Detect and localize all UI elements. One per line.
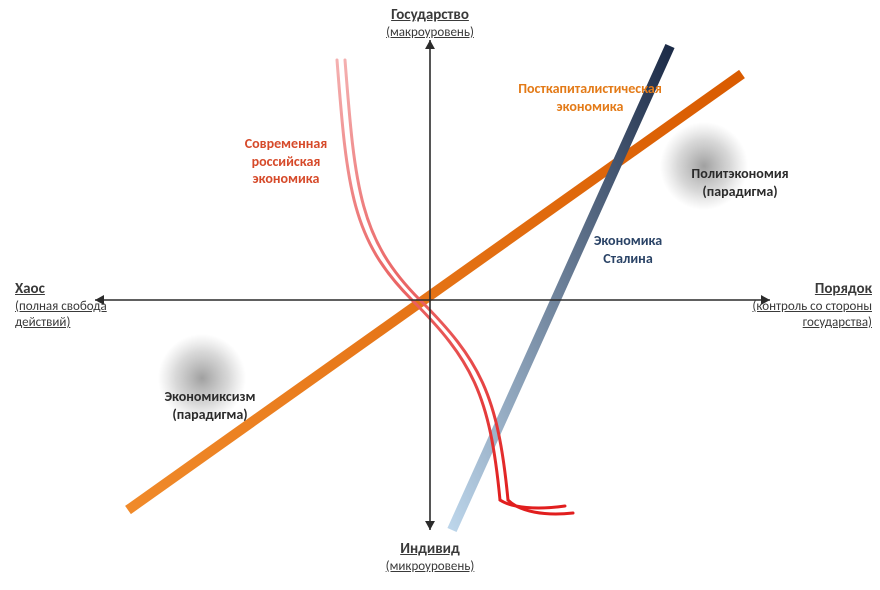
axis-label-bottom: Индивид (микроуровень) [330, 540, 530, 575]
axis-right-title: Порядок [692, 280, 872, 299]
axis-label-right: Порядок (контроль со стороны государства… [692, 280, 872, 331]
axis-bottom-title: Индивид [330, 540, 530, 559]
axis-top-title: Государство [330, 6, 530, 25]
russian-economy-curve-a [345, 60, 508, 500]
label-politekonomiya: Политэкономия (парадигма) [655, 165, 825, 200]
axis-right-sub: (контроль со стороны [692, 299, 872, 315]
label-stalin-economy: Экономика Сталина [558, 232, 698, 267]
label-russian-economy: Современная российская экономика [211, 135, 361, 188]
label-ekonomiksizm: Экономиксизм (парадигма) [125, 388, 295, 423]
axis-label-top: Государство (макроуровень) [330, 6, 530, 41]
label-postcapitalist: Посткапиталистическая экономика [475, 80, 705, 115]
axis-label-left: Хаос (полная свобода действий) [15, 280, 180, 331]
axis-left-sub: (полная свобода [15, 299, 180, 315]
diagram-stage: Государство (макроуровень) Индивид (микр… [0, 0, 880, 590]
axis-right-sub2: государства) [692, 315, 872, 331]
axis-left-sub2: действий) [15, 315, 180, 331]
axis-bottom-sub: (микроуровень) [330, 559, 530, 575]
axis-left-title: Хаос [15, 280, 180, 299]
axis-top-sub: (макроуровень) [330, 25, 530, 41]
stalin-economy-line [452, 46, 670, 530]
russian-economy-curve-b [337, 60, 500, 500]
